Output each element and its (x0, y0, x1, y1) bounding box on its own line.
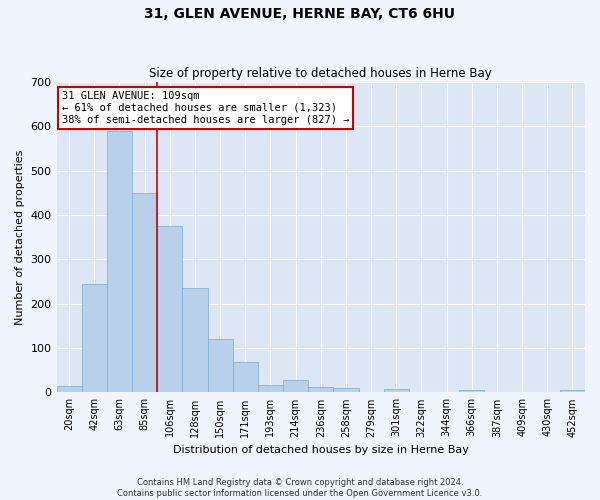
Y-axis label: Number of detached properties: Number of detached properties (15, 150, 25, 325)
Bar (334, 388, 359, 392)
Bar (132, 193, 157, 392)
Bar (283, 380, 308, 392)
Text: 31 GLEN AVENUE: 109sqm
← 61% of detached houses are smaller (1,323)
38% of semi-: 31 GLEN AVENUE: 109sqm ← 61% of detached… (62, 92, 349, 124)
Text: Contains HM Land Registry data © Crown copyright and database right 2024.
Contai: Contains HM Land Registry data © Crown c… (118, 478, 482, 498)
Bar (233, 362, 258, 392)
Bar (56, 386, 82, 392)
Bar (107, 131, 132, 392)
X-axis label: Distribution of detached houses by size in Herne Bay: Distribution of detached houses by size … (173, 445, 469, 455)
Bar (308, 387, 334, 392)
Bar (182, 288, 208, 393)
Text: 31, GLEN AVENUE, HERNE BAY, CT6 6HU: 31, GLEN AVENUE, HERNE BAY, CT6 6HU (145, 8, 455, 22)
Bar (208, 339, 233, 392)
Bar (157, 226, 182, 392)
Bar (82, 284, 107, 393)
Bar (459, 390, 484, 392)
Title: Size of property relative to detached houses in Herne Bay: Size of property relative to detached ho… (149, 66, 492, 80)
Bar (383, 389, 409, 392)
Bar (258, 385, 283, 392)
Bar (560, 390, 585, 392)
